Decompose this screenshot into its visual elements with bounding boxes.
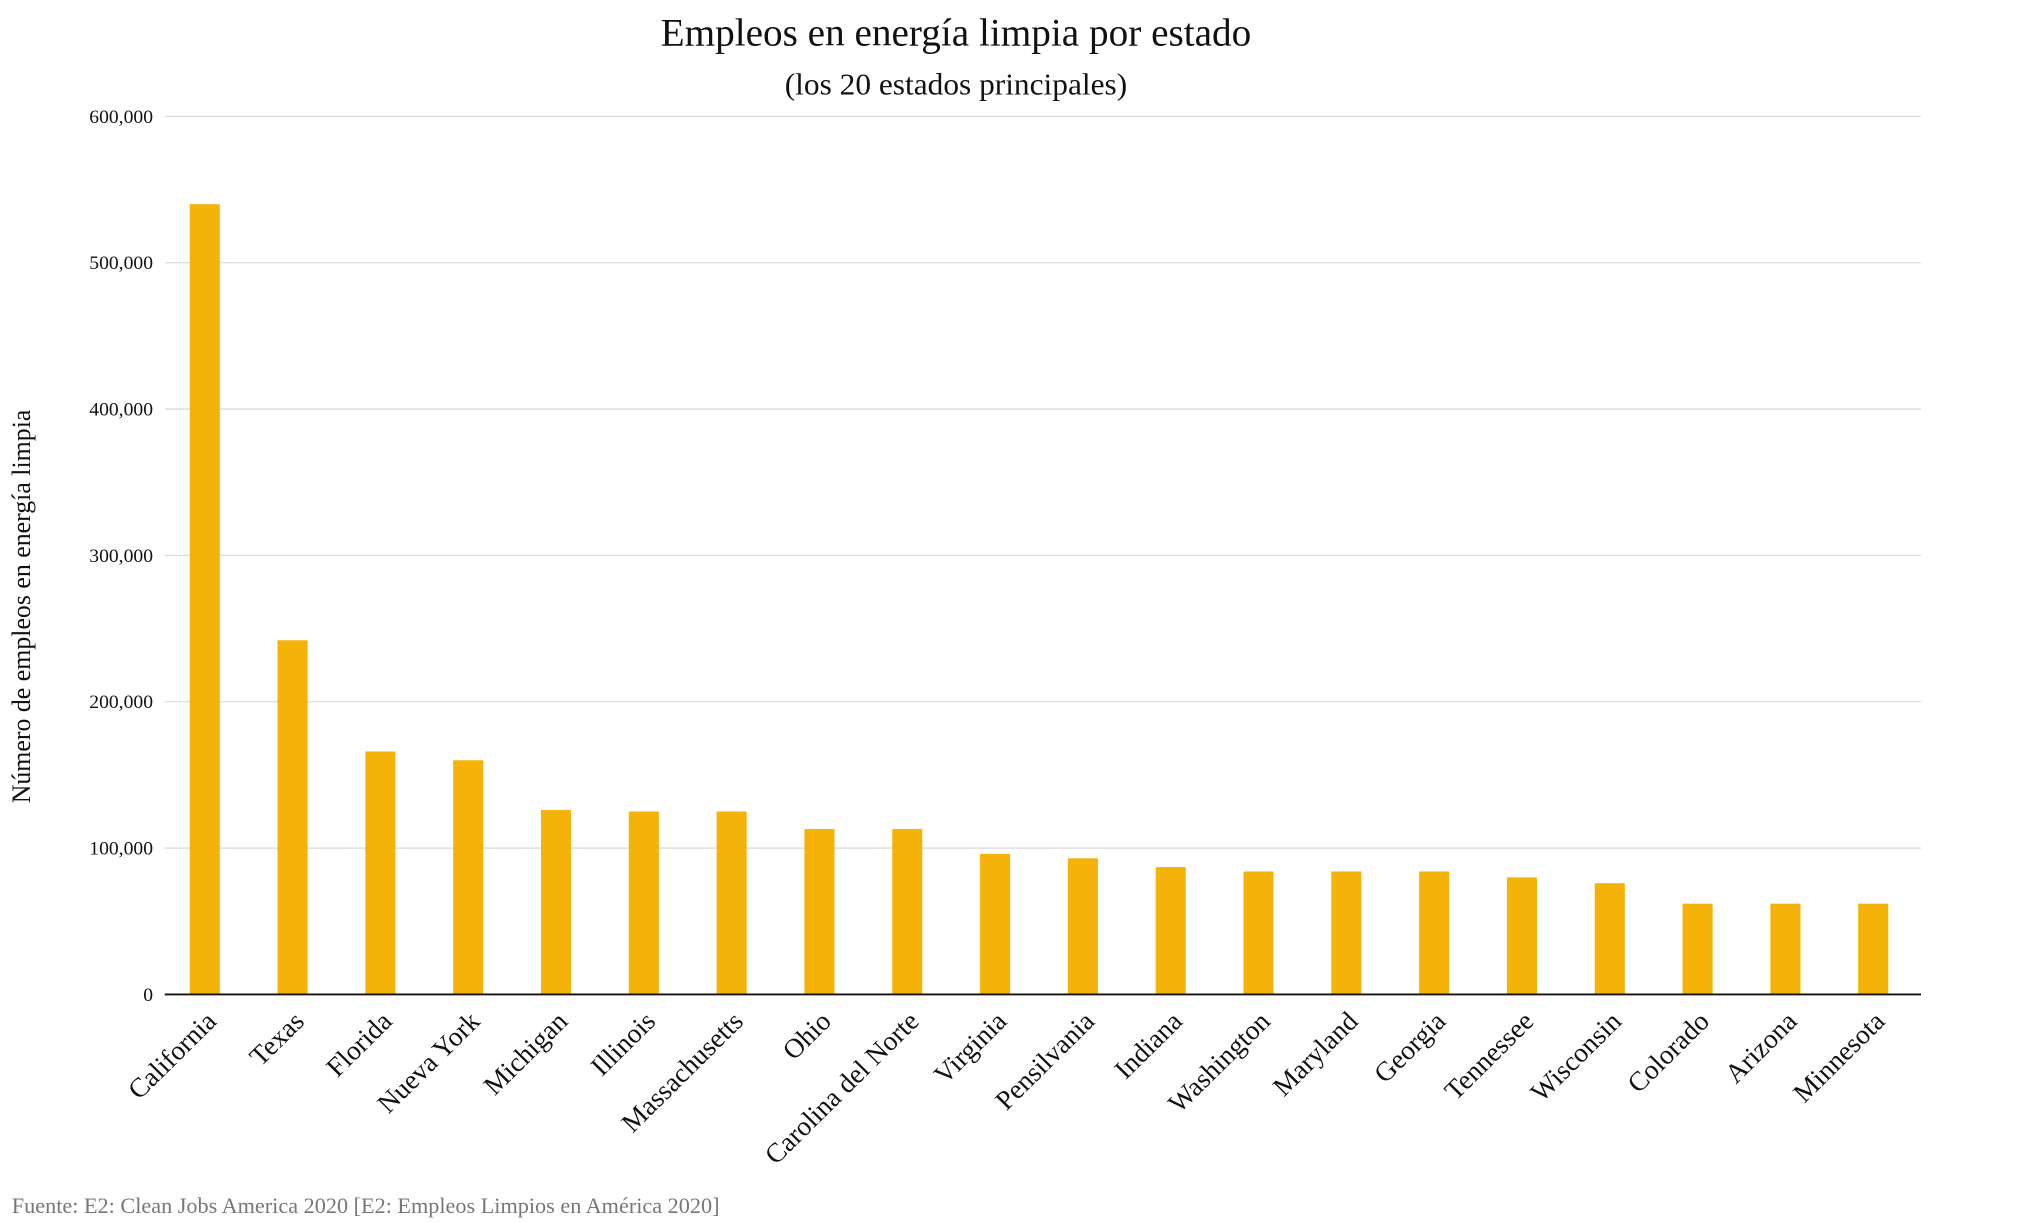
y-tick-label: 400,000	[89, 400, 153, 421]
x-tick-label: Maryland	[1267, 1006, 1364, 1102]
y-axis-label: Número de empleos en energía limpia	[7, 409, 36, 803]
x-tick-label: Minnesota	[1787, 1006, 1890, 1108]
y-tick-label: 300,000	[89, 546, 153, 567]
x-tick-label: Tennessee	[1439, 1006, 1540, 1106]
x-tick-label: Wisconsin	[1525, 1006, 1628, 1108]
x-tick-label: Virginia	[928, 1006, 1013, 1090]
bar-washington	[1243, 871, 1274, 995]
bar-maryland	[1331, 871, 1362, 995]
bar-minnesota	[1858, 903, 1889, 995]
x-tick-label: Michigan	[478, 1006, 574, 1101]
x-tick-label: Indiana	[1109, 1006, 1189, 1085]
bar-tennessee	[1506, 877, 1538, 995]
x-tick-label: Ohio	[777, 1006, 837, 1065]
bar-carolina-del-norte	[892, 829, 923, 995]
x-tick-label: Georgia	[1368, 1006, 1452, 1089]
source-note: Fuente: E2: Clean Jobs America 2020 [E2:…	[12, 1193, 720, 1218]
bar-pensilvania	[1067, 858, 1098, 995]
chart-subtitle: (los 20 estados principales)	[785, 67, 1127, 102]
chart-title: Empleos en energía limpia por estado	[661, 11, 1252, 54]
bar-nueva-york	[453, 760, 484, 995]
y-tick-label: 500,000	[89, 253, 153, 274]
y-tick-label: 600,000	[89, 107, 153, 128]
x-tick-label: Colorado	[1621, 1006, 1715, 1099]
bar-georgia	[1419, 871, 1450, 995]
bar-massachusetts	[716, 811, 747, 995]
y-tick-label: 0	[143, 985, 153, 1006]
x-tick-label: Illinois	[585, 1006, 661, 1081]
x-tick-label: Florida	[320, 1006, 397, 1083]
bar-wisconsin	[1594, 883, 1625, 995]
bar-california	[189, 204, 220, 995]
x-tick-label: Texas	[244, 1006, 310, 1072]
bar-florida	[365, 751, 396, 995]
bar-ohio	[804, 829, 835, 995]
x-tick-label: California	[122, 1006, 222, 1105]
bar-indiana	[1155, 867, 1186, 995]
bar-texas	[277, 640, 308, 995]
y-tick-label: 100,000	[89, 839, 153, 860]
y-tick-label: 200,000	[89, 692, 153, 713]
x-tick-label: Arizona	[1719, 1006, 1803, 1089]
bar-michigan	[540, 810, 572, 995]
bar-illinois	[628, 811, 659, 995]
bar-colorado	[1682, 903, 1713, 995]
bar-virginia	[980, 853, 1011, 995]
x-tick-label: Carolina del Norte	[759, 1006, 925, 1170]
bar-arizona	[1770, 903, 1801, 995]
